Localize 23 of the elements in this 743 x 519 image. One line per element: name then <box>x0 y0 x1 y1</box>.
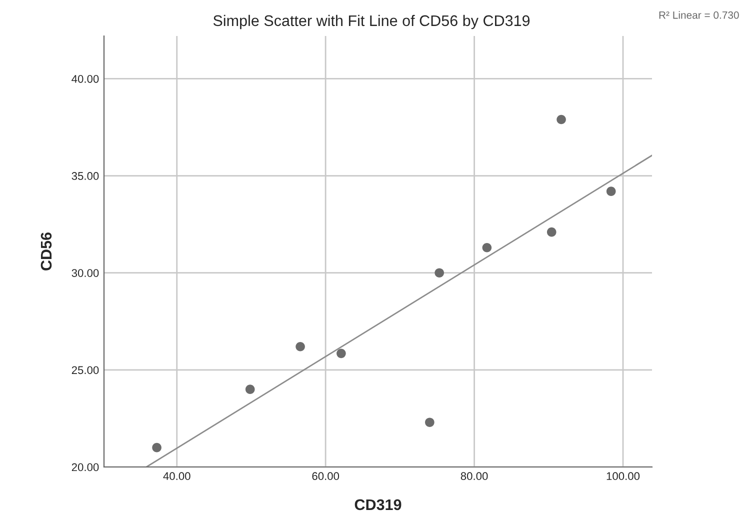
chart-title: Simple Scatter with Fit Line of CD56 by CD319 <box>213 14 530 30</box>
point <box>336 348 346 358</box>
point <box>152 442 162 452</box>
x-tick-label: 40.00 <box>163 472 190 480</box>
x-tick-label: 100.00 <box>606 472 640 480</box>
y-axis-title: CD56 <box>40 232 52 270</box>
y-tick-label: 25.00 <box>72 366 99 374</box>
y-tick-label: 40.00 <box>72 74 99 83</box>
point <box>546 227 556 237</box>
y-tick-label: 35.00 <box>72 172 99 180</box>
point <box>296 342 305 352</box>
x-tick-label: 60.00 <box>312 472 340 480</box>
point <box>425 418 434 428</box>
point <box>482 242 492 252</box>
y-tick-label: 30.00 <box>72 269 99 277</box>
x-axis-title: CD319 <box>354 499 402 510</box>
point <box>556 114 566 124</box>
x-tick-label: 80.00 <box>460 472 488 480</box>
text: R² Linear = 0.730 <box>659 11 739 19</box>
y-tick-label: 20.00 <box>72 463 99 472</box>
point <box>245 384 255 394</box>
point <box>606 186 616 196</box>
point <box>434 268 444 278</box>
